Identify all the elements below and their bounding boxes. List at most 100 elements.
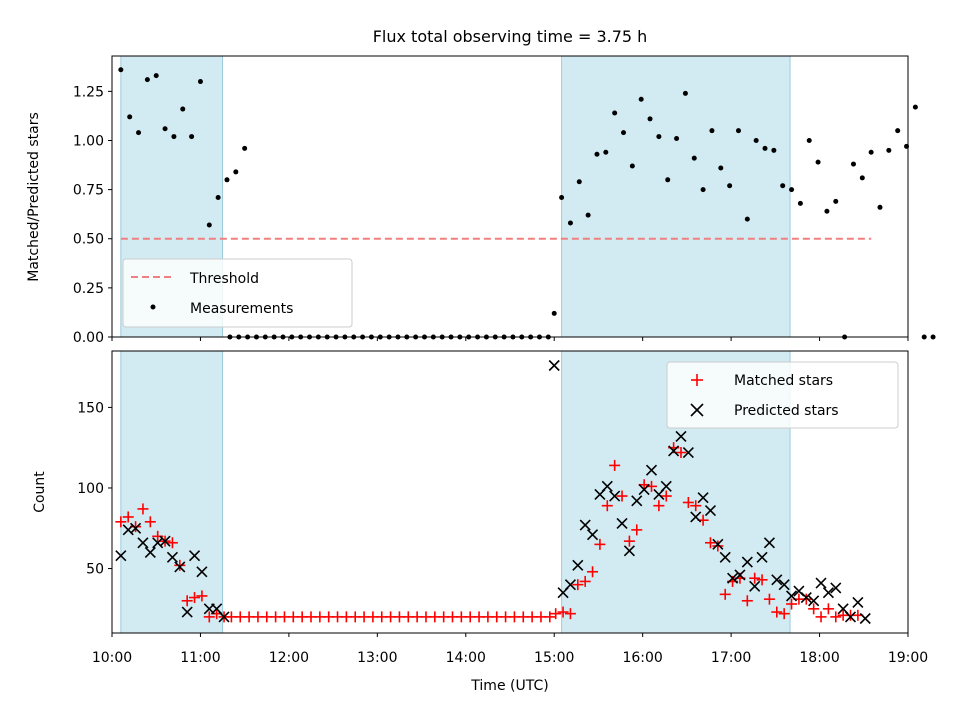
measurement-point bbox=[647, 116, 653, 122]
measurement-point bbox=[665, 177, 671, 183]
matched-star-point bbox=[682, 496, 694, 508]
measurement-point bbox=[551, 310, 557, 316]
matched-star-point bbox=[756, 574, 768, 586]
measurement-point bbox=[691, 155, 697, 161]
matched-star-point bbox=[189, 592, 201, 604]
predicted-star-point bbox=[763, 537, 776, 549]
matched-star-point bbox=[557, 606, 569, 618]
matched-star-point bbox=[704, 537, 716, 549]
predicted-star-point bbox=[815, 577, 827, 589]
measurement-point bbox=[215, 194, 221, 200]
predicted-star-point bbox=[623, 545, 635, 557]
measurement-point bbox=[886, 147, 892, 153]
matched-star-point bbox=[638, 479, 650, 491]
measurement-point bbox=[603, 149, 609, 155]
predicted-star-point bbox=[181, 606, 193, 618]
measurement-point bbox=[930, 334, 936, 340]
x-axis-label: Time (UTC) bbox=[470, 678, 548, 694]
measurement-point bbox=[850, 161, 856, 167]
matched-star-point bbox=[786, 598, 798, 610]
measurement-point bbox=[585, 212, 591, 218]
predicted-star-point bbox=[631, 495, 643, 507]
top-legend-box bbox=[122, 258, 353, 328]
bottom-y-tick-label: 50 bbox=[86, 562, 104, 578]
matched-star-point bbox=[203, 611, 215, 623]
bottom-y-axis-label: Count bbox=[32, 471, 48, 513]
matched-star-point bbox=[822, 603, 834, 615]
measurement-point bbox=[162, 126, 168, 132]
matched-star-point bbox=[623, 535, 635, 547]
measurement-point bbox=[895, 128, 901, 134]
measurement-point bbox=[921, 334, 927, 340]
matched-star-point bbox=[181, 595, 193, 607]
measurement-point bbox=[859, 175, 865, 181]
measurement-point bbox=[780, 183, 786, 189]
predicted-star-point bbox=[668, 445, 680, 457]
predicted-star-point bbox=[609, 490, 621, 502]
matched-star-point bbox=[115, 516, 127, 528]
predicted-star-point bbox=[697, 492, 709, 504]
measurement-point bbox=[144, 77, 150, 83]
measurement-point bbox=[233, 169, 239, 175]
predicted-legend-swatch bbox=[690, 403, 704, 417]
measurement-point bbox=[797, 200, 803, 206]
x-tick-label: 14:00 bbox=[446, 650, 486, 666]
matched-star-point bbox=[166, 537, 178, 549]
matched-star-point bbox=[196, 590, 208, 602]
top-axes-frame bbox=[111, 55, 909, 338]
predicted-star-point bbox=[734, 569, 746, 581]
measurement-point bbox=[576, 179, 582, 185]
predicted-star-point bbox=[548, 359, 560, 372]
top-shaded-region bbox=[561, 55, 791, 338]
bottom-shaded-region bbox=[120, 350, 224, 634]
matched-star-point bbox=[749, 572, 761, 584]
predicted-star-point bbox=[712, 538, 724, 550]
x-tick-label: 18:00 bbox=[799, 650, 839, 666]
measurement-point bbox=[806, 137, 812, 143]
measurement-point bbox=[735, 128, 741, 134]
matched-star-point bbox=[544, 611, 556, 623]
measurement-point bbox=[594, 151, 600, 157]
predicted-star-point bbox=[749, 580, 761, 592]
x-tick-label: 13:00 bbox=[357, 650, 397, 666]
measurement-point bbox=[912, 104, 918, 110]
measurement-point bbox=[118, 67, 124, 73]
matched-star-point bbox=[830, 611, 842, 623]
matched-star-point bbox=[572, 579, 584, 591]
predicted-star-point bbox=[572, 559, 584, 571]
predicted-star-point bbox=[166, 551, 179, 563]
top-y-tick-label: 0.00 bbox=[73, 330, 104, 346]
measurement-point bbox=[682, 90, 688, 96]
measurement-point bbox=[242, 145, 248, 151]
predicted-star-point bbox=[808, 595, 820, 607]
measurement-point bbox=[136, 130, 142, 136]
bottom-y-tick-label: 100 bbox=[77, 481, 104, 497]
matched-star-point bbox=[564, 608, 576, 620]
matched-star-point bbox=[741, 595, 753, 607]
x-tick-label: 12:00 bbox=[269, 650, 309, 666]
predicted-star-point bbox=[675, 430, 687, 442]
predicted-star-point bbox=[579, 519, 591, 531]
measurement-point bbox=[753, 137, 759, 143]
matched-star-point bbox=[800, 593, 812, 605]
measurement-point bbox=[700, 187, 706, 193]
matched-star-point bbox=[122, 511, 134, 523]
measurement-point bbox=[567, 220, 573, 226]
matched-star-point bbox=[719, 588, 731, 600]
measurement-point bbox=[638, 96, 644, 102]
top-x-ticks bbox=[111, 337, 909, 341]
predicted-star-point bbox=[137, 537, 149, 549]
predicted-star-point bbox=[660, 480, 672, 492]
measurement-point bbox=[674, 136, 680, 142]
matched-star-point bbox=[778, 608, 790, 620]
predicted-star-point bbox=[719, 551, 731, 563]
x-tick-label: 16:00 bbox=[622, 650, 662, 666]
predicted-star-point bbox=[756, 551, 768, 563]
threshold-legend-label: Threshold bbox=[189, 271, 259, 287]
top-y-ticks: 0.00 0.25 0.50 0.75 1.00 1.25 bbox=[73, 84, 112, 346]
measurement-point bbox=[824, 208, 830, 214]
measurement-point bbox=[833, 198, 839, 204]
matched-star-point bbox=[174, 559, 186, 571]
x-tick-label: 17:00 bbox=[711, 650, 751, 666]
matched-star-point bbox=[587, 566, 599, 578]
